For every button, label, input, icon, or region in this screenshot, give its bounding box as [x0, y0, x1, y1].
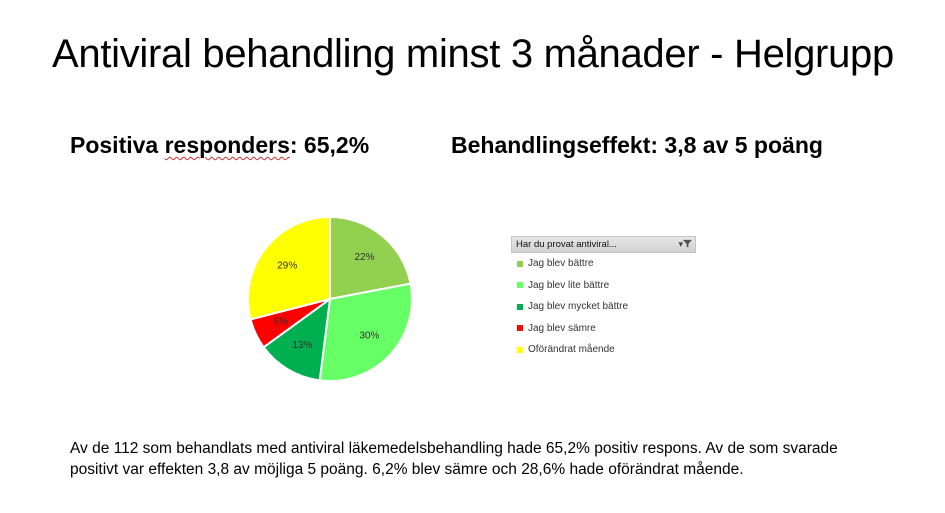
pie-slice-4: [247, 215, 331, 321]
legend-swatch-0: [517, 260, 523, 267]
summary-paragraph: Av de 112 som behandlats med antiviral l…: [70, 440, 838, 478]
legend-item-1: Jag blev lite bättre: [511, 275, 696, 297]
legend-label-1: Jag blev lite bättre: [528, 279, 610, 291]
chart-legend: Har du provat antiviral... ▾ Jag blev bä…: [511, 236, 696, 361]
legend-filter-header[interactable]: Har du provat antiviral... ▾: [511, 236, 696, 253]
positive-responders-keyword: responders: [164, 132, 290, 158]
legend-item-0: Jag blev bättre: [511, 253, 696, 275]
legend-item-3: Jag blev sämre: [511, 318, 696, 340]
legend-swatch-1: [517, 282, 523, 289]
slide-title: Antiviral behandling minst 3 månader - H…: [52, 32, 894, 76]
positive-responders-prefix: Positiva: [70, 132, 165, 158]
pie-slice-label-0: 22%: [354, 252, 374, 263]
legend-swatch-4: [517, 346, 523, 353]
pie-slice-label-3: 6%: [274, 317, 289, 328]
legend-filter-label: Har du provat antiviral...: [516, 239, 617, 250]
pie-slice-2: [262, 296, 332, 382]
legend-item-4: Oförändrat mående: [511, 339, 696, 361]
pie-slice-label-2: 13%: [292, 340, 312, 351]
legend-swatch-2: [517, 303, 523, 310]
positive-responders-stat: Positiva responders: 65,2%: [70, 132, 369, 159]
legend-label-0: Jag blev bättre: [528, 258, 594, 270]
legend-label-3: Jag blev sämre: [528, 322, 596, 334]
legend-item-2: Jag blev mycket bättre: [511, 296, 696, 318]
pie-slice-1: [318, 282, 413, 382]
legend-label-2: Jag blev mycket bättre: [528, 301, 629, 313]
pie-chart: 22% 30% 13% 6% 29%: [247, 215, 413, 382]
pie-slice-label-4: 29%: [277, 260, 297, 271]
filter-dropdown-icon[interactable]: ▾: [678, 237, 692, 252]
legend-label-4: Oförändrat mående: [528, 344, 615, 356]
legend-items: Jag blev bättre Jag blev lite bättre Jag b…: [511, 253, 696, 361]
pie-slice-0: [329, 215, 412, 301]
pie-slice-label-1: 30%: [359, 331, 379, 342]
legend-swatch-3: [517, 325, 523, 332]
positive-responders-value: : 65,2%: [289, 132, 370, 158]
treatment-effect-stat: Behandlingseffekt: 3,8 av 5 poäng: [451, 132, 823, 158]
